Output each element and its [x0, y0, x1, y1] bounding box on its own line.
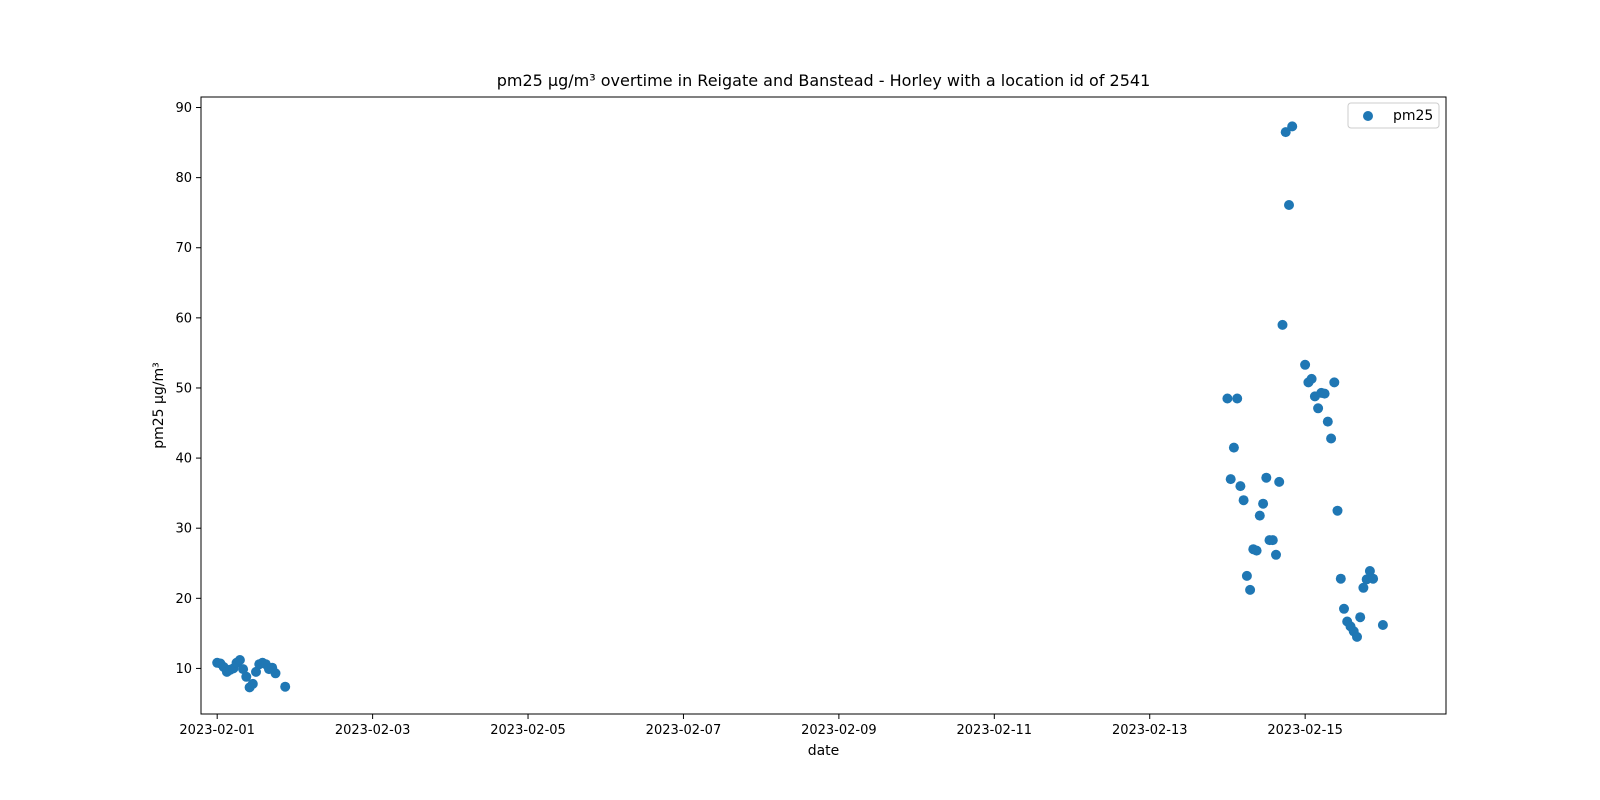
- y-axis-label: pm25 µg/m³: [151, 362, 167, 449]
- x-tick-label-7: 2023-02-15: [1267, 723, 1343, 738]
- data-point-pm25-43: [1306, 373, 1317, 384]
- data-point-pm25-36: [1274, 476, 1285, 487]
- x-tick-label-1: 2023-02-03: [335, 723, 411, 738]
- y-tick-label-5: 60: [175, 311, 192, 326]
- data-point-pm25-19: [280, 681, 291, 692]
- data-point-pm25-45: [1313, 403, 1324, 414]
- y-tick-label-4: 50: [175, 381, 192, 396]
- axis-ticks: 2023-02-01 2023-02-03 2023-02-05 2023-02-07…: [175, 101, 1342, 738]
- x-tick-label-0: 2023-02-01: [179, 723, 255, 738]
- data-points: [212, 121, 1388, 693]
- x-tick-label-6: 2023-02-13: [1112, 723, 1188, 738]
- data-point-pm25-57: [1352, 631, 1362, 642]
- data-point-pm25-20: [1222, 393, 1233, 404]
- x-tick-label-2: 2023-02-05: [490, 723, 566, 738]
- data-point-pm25-58: [1355, 612, 1366, 623]
- data-point-pm25-32: [1261, 472, 1272, 483]
- data-point-pm25-63: [1377, 620, 1388, 630]
- x-axis-label: date: [808, 743, 840, 759]
- legend-label-pm25: pm25: [1393, 108, 1433, 124]
- data-point-pm25-30: [1254, 510, 1265, 521]
- y-tick-label-0: 10: [175, 662, 192, 677]
- data-point-pm25-29: [1251, 545, 1262, 556]
- data-point-pm25-51: [1332, 505, 1343, 516]
- data-point-pm25-11: [247, 678, 258, 689]
- legend-marker-pm25: [1363, 111, 1373, 121]
- data-point-pm25-52: [1335, 573, 1346, 584]
- data-point-pm25-47: [1319, 388, 1330, 399]
- data-point-pm25-25: [1238, 495, 1249, 506]
- data-point-pm25-40: [1287, 121, 1298, 132]
- data-point-pm25-7: [234, 655, 245, 665]
- data-point-pm25-53: [1339, 603, 1349, 614]
- legend-box: [1347, 102, 1440, 129]
- y-tick-label-8: 90: [175, 101, 192, 116]
- data-point-pm25-39: [1284, 200, 1294, 210]
- chart-title: pm25 µg/m³ overtime in Reigate and Banst…: [497, 71, 1151, 90]
- data-point-pm25-62: [1368, 573, 1379, 584]
- data-point-pm25-41: [1300, 359, 1311, 370]
- data-point-pm25-27: [1245, 584, 1256, 595]
- data-point-pm25-38: [1280, 127, 1291, 138]
- y-tick-label-6: 70: [175, 241, 192, 256]
- data-point-pm25-61: [1364, 566, 1375, 576]
- data-point-pm25-50: [1329, 377, 1340, 388]
- y-tick-label-7: 80: [175, 171, 192, 186]
- data-point-pm25-59: [1358, 582, 1369, 593]
- y-tick-label-2: 30: [175, 522, 192, 537]
- data-point-pm25-49: [1326, 433, 1337, 444]
- data-point-pm25-22: [1228, 442, 1239, 453]
- data-point-pm25-31: [1258, 498, 1269, 509]
- data-point-pm25-12: [251, 666, 261, 677]
- legend: pm25: [1347, 102, 1440, 129]
- data-point-pm25-26: [1241, 570, 1252, 581]
- data-point-pm25-21: [1225, 474, 1236, 485]
- data-point-pm25-37: [1277, 319, 1288, 330]
- data-point-pm25-34: [1267, 535, 1278, 546]
- data-point-pm25-23: [1232, 393, 1243, 404]
- data-point-pm25-18: [270, 668, 281, 679]
- data-point-pm25-9: [241, 671, 252, 682]
- y-tick-label-1: 20: [175, 592, 192, 607]
- plot-frame: [200, 96, 1447, 715]
- data-point-pm25-48: [1322, 416, 1333, 427]
- x-tick-label-5: 2023-02-11: [957, 723, 1033, 738]
- y-tick-label-3: 40: [175, 452, 192, 467]
- data-point-pm25-24: [1235, 481, 1246, 492]
- x-tick-label-3: 2023-02-07: [646, 723, 722, 738]
- data-point-pm25-35: [1271, 549, 1281, 560]
- data-point-pm25-8: [238, 664, 249, 675]
- x-tick-label-4: 2023-02-09: [801, 723, 877, 738]
